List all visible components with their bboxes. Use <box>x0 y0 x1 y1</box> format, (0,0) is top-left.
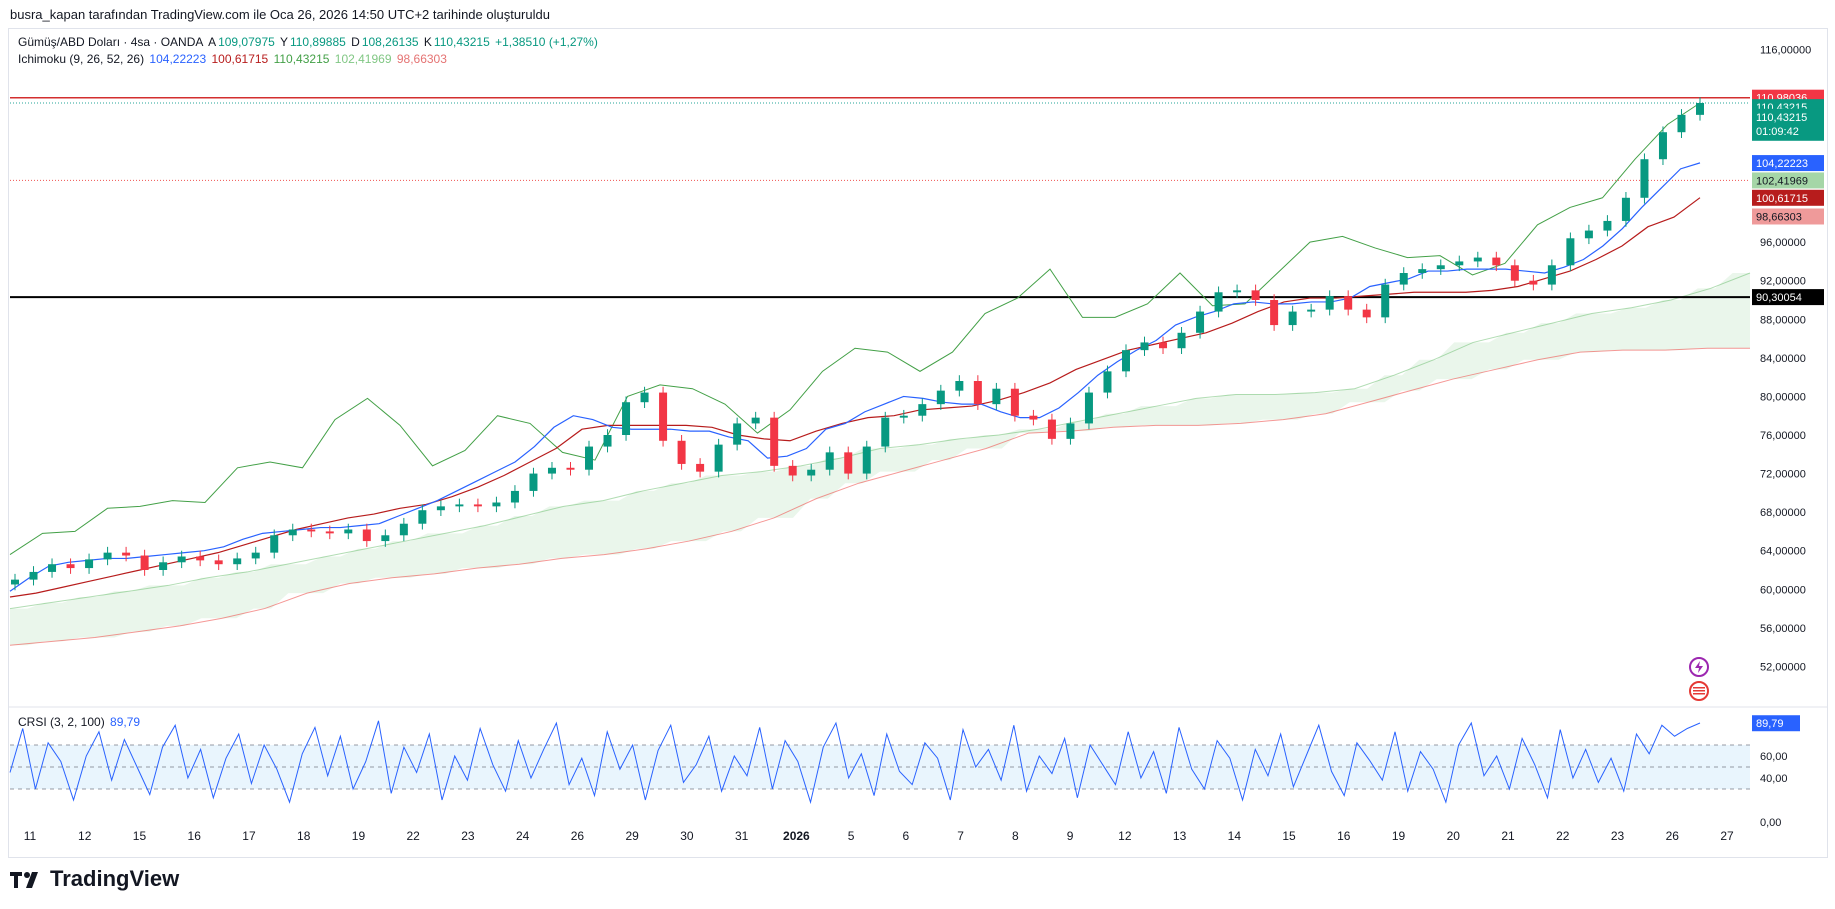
symbol-legend: Gümüş/ABD Doları · 4sa · OANDA A 109,0797… <box>18 35 600 49</box>
close-label: K <box>423 35 432 49</box>
change-value: +1,38510 (+1,27%) <box>495 35 598 49</box>
crsi-name[interactable]: CRSI (3, 2, 100) <box>18 715 105 729</box>
brand-name: TradingView <box>50 866 180 891</box>
high-label: Y <box>279 35 288 49</box>
lightning-icon[interactable] <box>1689 657 1709 677</box>
us-flag-icon[interactable] <box>1689 681 1709 701</box>
high-value: 110,89885 <box>289 35 346 49</box>
ichimoku-span-b-value: 98,66303 <box>396 52 447 66</box>
crsi-value: 89,79 <box>110 715 141 729</box>
low-label: D <box>351 35 360 49</box>
tradingview-logo-icon <box>10 872 38 888</box>
ichimoku-span-a-value: 102,41969 <box>334 52 392 66</box>
ichimoku-base-value: 100,61715 <box>211 52 269 66</box>
open-value: 109,07975 <box>218 35 275 49</box>
ichimoku-conversion-value: 104,22223 <box>149 52 207 66</box>
brand-logo[interactable]: TradingView <box>10 866 179 892</box>
chart-header: busra_kapan tarafından TradingView.com i… <box>10 7 550 22</box>
crsi-legend: CRSI (3, 2, 100) 89,79 <box>18 715 142 729</box>
ichimoku-name[interactable]: Ichimoku (9, 26, 52, 26) <box>18 52 145 66</box>
open-label: A <box>208 35 217 49</box>
ichimoku-legend: Ichimoku (9, 26, 52, 26) 104,22223 100,6… <box>18 52 449 66</box>
close-value: 110,43215 <box>433 35 490 49</box>
symbol-name[interactable]: Gümüş/ABD Doları · 4sa · OANDA <box>18 35 204 49</box>
low-value: 108,26135 <box>361 35 419 49</box>
chart-frame <box>8 28 1828 858</box>
ichimoku-lagging-value: 110,43215 <box>273 52 330 66</box>
